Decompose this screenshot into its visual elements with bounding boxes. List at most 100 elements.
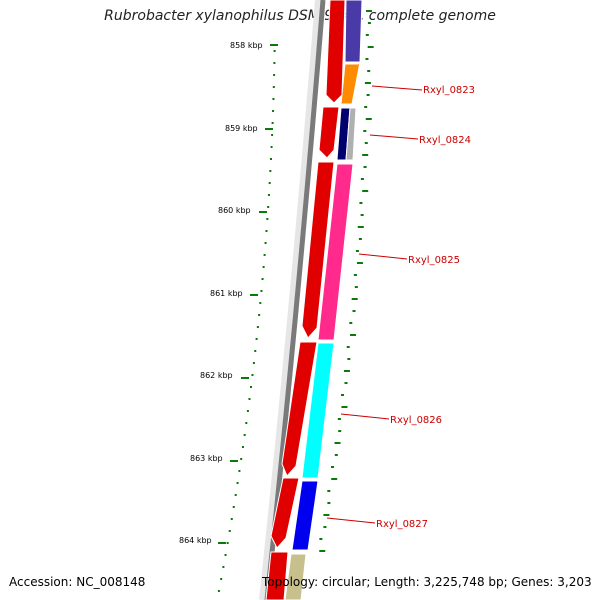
gc-dot — [365, 58, 369, 60]
gc-dot — [331, 478, 338, 480]
callout-line — [358, 253, 408, 260]
scale-label: 861 kbp — [210, 289, 243, 298]
gc-dot — [323, 526, 327, 528]
gc-dot — [267, 194, 270, 196]
gc-dot — [245, 422, 248, 424]
gc-dot — [266, 218, 269, 220]
gc-dot — [251, 374, 254, 376]
gc-skew-track — [217, 50, 276, 592]
gc-dot — [248, 398, 251, 400]
gene-block[interactable] — [344, 0, 363, 63]
gc-dot — [347, 358, 351, 360]
gene-arrow[interactable] — [301, 161, 335, 339]
gc-dot — [258, 314, 261, 316]
scale-label: 864 kbp — [179, 536, 212, 545]
gene-arrow[interactable] — [318, 106, 340, 159]
gene-arrow[interactable] — [281, 341, 318, 477]
gc-dot — [262, 266, 265, 268]
gene-block[interactable] — [291, 480, 319, 551]
gc-dot — [267, 206, 270, 208]
gc-dot — [341, 406, 348, 408]
gc-dot — [261, 278, 264, 280]
gene-callouts: Rxyl_0823 Rxyl_0824 Rxyl_0825 Rxyl_0826 … — [326, 85, 475, 530]
gc-dot — [354, 286, 358, 288]
gc-dot — [241, 446, 244, 448]
gene-block[interactable] — [345, 107, 357, 161]
gc-dot — [363, 130, 367, 132]
map-title: Rubrobacter xylanophilus DSM 9941, compl… — [104, 8, 496, 24]
gc-dot — [255, 338, 258, 340]
gc-dot — [230, 518, 233, 520]
gc-dot — [272, 98, 275, 100]
gc-dot — [364, 142, 368, 144]
gene-arrow[interactable] — [265, 551, 289, 600]
gc-dot — [256, 326, 259, 328]
callout-line — [369, 134, 419, 140]
gc-dot — [360, 178, 364, 180]
gc-dot — [367, 22, 371, 24]
gene-block[interactable] — [301, 342, 335, 479]
gc-dot — [323, 514, 330, 516]
accession-text: Accession: NC_008148 — [9, 575, 146, 589]
callout-line — [371, 85, 423, 91]
gc-dot — [259, 302, 262, 304]
gc-dot — [236, 482, 239, 484]
scale-label: 860 kbp — [218, 206, 251, 215]
gc-dot — [355, 250, 359, 252]
gc-dot — [365, 10, 372, 12]
gc-dot — [273, 62, 276, 64]
gc-dot — [334, 454, 338, 456]
gene-arrow[interactable] — [270, 477, 300, 549]
backbone-shadow — [259, 0, 325, 600]
scale-label: 862 kbp — [200, 371, 233, 380]
gc-content-track — [319, 10, 374, 552]
gc-dot — [238, 470, 241, 472]
gc-dot — [362, 154, 369, 156]
gc-dot — [273, 74, 276, 76]
scale: 858 kbp 859 kbp 860 kbp 861 kbp 862 kbp … — [179, 41, 278, 545]
gc-dot — [226, 542, 229, 544]
gene-label[interactable]: Rxyl_0824 — [419, 135, 471, 146]
gc-dot — [331, 466, 335, 468]
gc-dot — [346, 346, 350, 348]
gc-dot — [356, 262, 363, 264]
gene-label[interactable]: Rxyl_0827 — [376, 519, 428, 530]
gc-dot — [359, 202, 363, 204]
topology-text: Topology: circular; Length: 3,225,748 bp… — [262, 575, 592, 589]
gc-dot — [350, 334, 357, 336]
gc-dot — [327, 502, 331, 504]
gc-dot — [334, 442, 341, 444]
gc-dot — [363, 166, 367, 168]
gc-dot — [365, 118, 372, 120]
gene-label[interactable]: Rxyl_0823 — [423, 85, 475, 96]
gc-dot — [217, 590, 220, 592]
gene-arrow[interactable] — [325, 0, 346, 104]
gc-dot — [349, 322, 353, 324]
gc-dot — [319, 550, 326, 552]
gc-dot — [260, 290, 263, 292]
gc-dot — [365, 34, 369, 36]
gc-dot — [265, 230, 268, 232]
callout-line — [326, 517, 376, 524]
gc-dot — [271, 134, 274, 136]
gc-dot — [340, 394, 344, 396]
gc-dot — [337, 418, 341, 420]
gc-dot — [362, 190, 369, 192]
gc-dot — [220, 578, 223, 580]
gc-dot — [264, 242, 267, 244]
gc-dot — [269, 170, 272, 172]
gene-block[interactable] — [284, 553, 307, 600]
gc-dot — [240, 458, 243, 460]
scale-label: 863 kbp — [190, 454, 223, 463]
reverse-strand — [284, 0, 363, 600]
gc-dot — [269, 158, 272, 160]
gc-dot — [272, 86, 275, 88]
gene-block[interactable] — [317, 163, 354, 341]
gene-block[interactable] — [340, 60, 361, 105]
gc-dot — [338, 430, 342, 432]
gene-label[interactable]: Rxyl_0826 — [390, 415, 442, 426]
gc-dot — [232, 506, 235, 508]
gene-label[interactable]: Rxyl_0825 — [408, 255, 460, 266]
gc-dot — [273, 50, 276, 52]
